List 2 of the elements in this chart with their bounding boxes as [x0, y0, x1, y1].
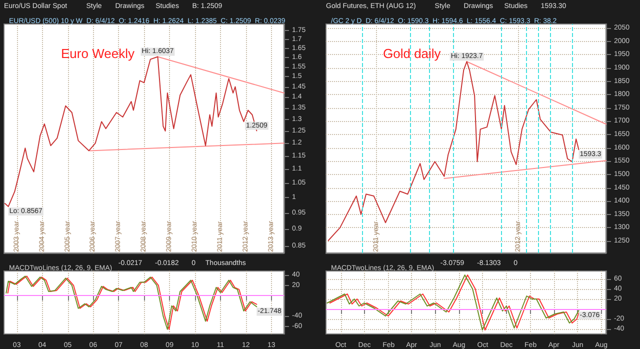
text: Euro Weekly	[61, 46, 135, 61]
text: Gold daily	[383, 46, 442, 61]
